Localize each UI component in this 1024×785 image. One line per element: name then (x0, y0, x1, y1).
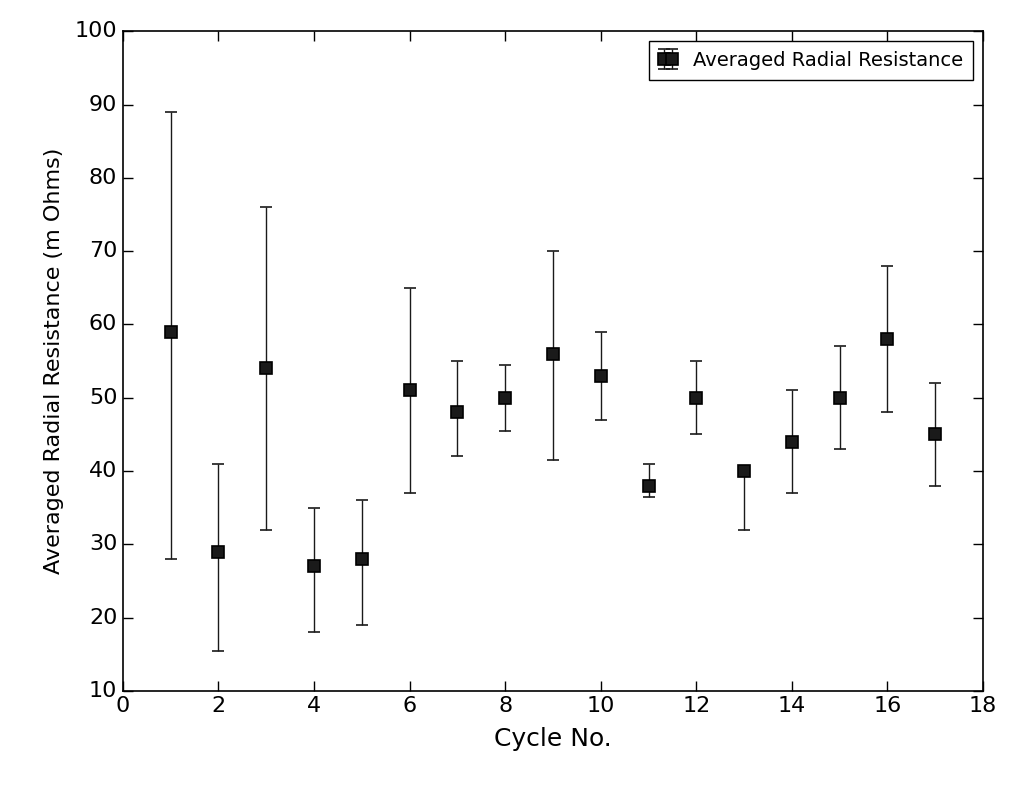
Y-axis label: Averaged Radial Resistance (m Ohms): Averaged Radial Resistance (m Ohms) (44, 148, 63, 575)
X-axis label: Cycle No.: Cycle No. (495, 728, 611, 751)
Legend: Averaged Radial Resistance: Averaged Radial Resistance (649, 41, 974, 79)
